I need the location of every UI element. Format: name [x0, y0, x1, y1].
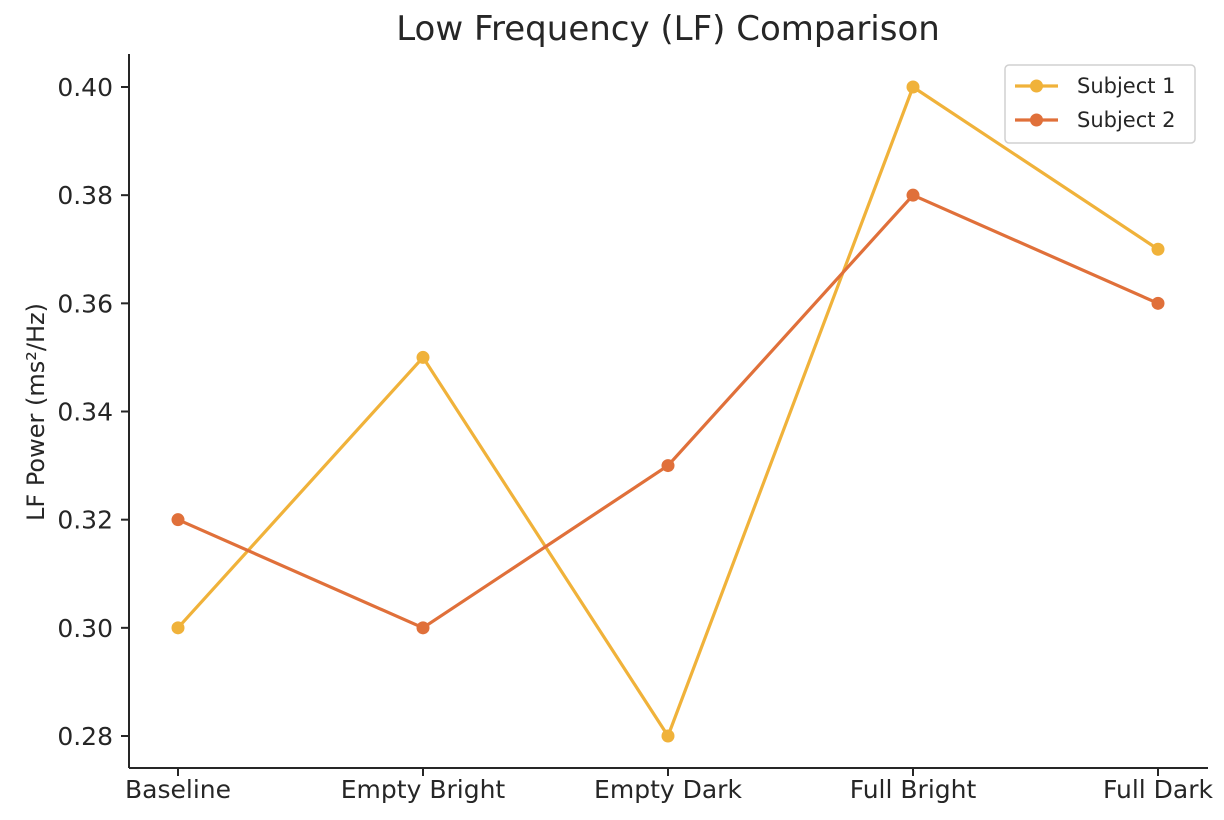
y-tick-label: 0.30 [57, 614, 113, 643]
data-point [416, 350, 430, 364]
legend-marker [1030, 113, 1043, 127]
axes [128, 54, 1208, 769]
data-point [171, 513, 185, 527]
data-point [661, 729, 675, 743]
y-tick-label: 0.32 [57, 506, 113, 535]
legend: Subject 1 Subject 2 [1004, 64, 1196, 144]
legend-label: Subject 2 [1077, 108, 1176, 132]
chart-title: Low Frequency (LF) Comparison [396, 9, 940, 49]
series-line [176, 85, 1160, 738]
y-ticks: 0.28 0.30 0.32 0.34 0.36 0.38 0.40 [57, 73, 129, 751]
data-point [906, 80, 920, 94]
data-point [416, 621, 430, 635]
data-point [906, 188, 920, 202]
data-point [661, 459, 675, 473]
legend-marker [1030, 79, 1043, 93]
x-tick-label: Full Bright [850, 775, 977, 804]
data-point [1151, 242, 1165, 256]
series-1 [171, 80, 1165, 743]
y-tick-label: 0.38 [57, 181, 113, 210]
y-tick-label: 0.36 [57, 289, 113, 318]
x-ticks: Baseline Empty Bright Empty Dark Full Brigh… [125, 768, 1214, 804]
x-tick-label: Full Dark [1103, 775, 1214, 804]
y-tick-label: 0.28 [57, 722, 113, 751]
series-layer [171, 80, 1165, 743]
y-tick-label: 0.34 [57, 398, 113, 427]
series-2 [171, 188, 1165, 635]
x-tick-label: Empty Dark [594, 775, 742, 804]
y-axis-label: LF Power (ms²/Hz) [22, 303, 50, 521]
data-point [1151, 296, 1165, 310]
legend-label: Subject 1 [1077, 74, 1176, 98]
series-line [176, 193, 1160, 630]
y-tick-label: 0.40 [57, 73, 113, 102]
data-point [171, 621, 185, 635]
x-tick-label: Empty Bright [341, 775, 506, 804]
x-tick-label: Baseline [125, 775, 231, 804]
